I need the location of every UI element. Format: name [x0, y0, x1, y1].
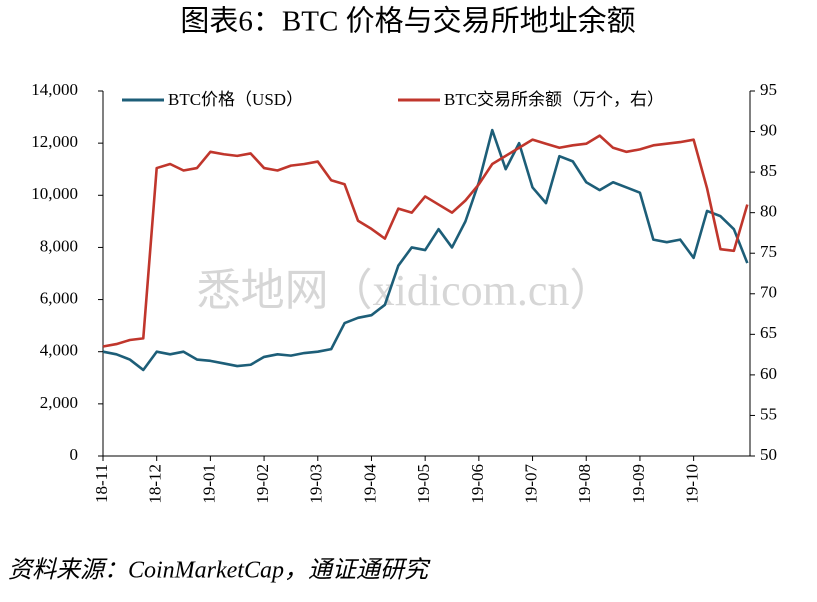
- y-tick-label: 10,000: [31, 184, 78, 203]
- x-tick-label: 19-07: [521, 464, 540, 504]
- series-line: [102, 128, 749, 372]
- y2-tick-label: 90: [760, 120, 777, 139]
- y-tick-label: 6,000: [40, 288, 78, 307]
- y-tick-label: 14,000: [31, 80, 78, 99]
- x-tick-label: 18-12: [146, 464, 165, 504]
- y2-tick-label: 50: [760, 445, 777, 464]
- y2-tick-label: 75: [760, 242, 777, 261]
- y2-tick-label: 65: [760, 323, 777, 342]
- x-tick-label: 19-10: [683, 464, 702, 504]
- y2-tick-label: 70: [760, 283, 777, 302]
- x-tick-label: 18-11: [92, 464, 111, 503]
- y2-tick-label: 80: [760, 202, 777, 221]
- chart-title: 图表6：BTC 价格与交易所地址余额: [180, 5, 635, 38]
- x-tick-label: 19-01: [199, 464, 218, 504]
- y-tick-label: 4,000: [40, 341, 78, 360]
- legend-label: BTC价格（USD）: [168, 90, 303, 109]
- x-tick-label: 19-08: [575, 464, 594, 504]
- y2-tick-label: 85: [760, 161, 777, 180]
- x-tick-label: 19-05: [414, 464, 433, 504]
- x-tick-label: 19-03: [307, 464, 326, 504]
- x-tick-label: 19-06: [468, 464, 487, 504]
- y2-tick-label: 60: [760, 364, 777, 383]
- x-tick-label: 19-02: [253, 464, 272, 504]
- y-tick-label: 12,000: [31, 132, 78, 151]
- series-line: [102, 134, 749, 348]
- watermark: 悉地网（xidicom.cn）: [197, 266, 614, 315]
- source-note: 资料来源：CoinMarketCap，通证通研究: [8, 557, 431, 584]
- y2-tick-label: 95: [760, 80, 777, 99]
- y-tick-label: 8,000: [40, 236, 78, 255]
- legend-label: BTC交易所余额（万个，右）: [444, 90, 664, 109]
- y-tick-label: 2,000: [40, 393, 78, 412]
- y2-tick-label: 55: [760, 404, 777, 423]
- x-tick-label: 19-04: [360, 464, 379, 504]
- x-tick-label: 19-09: [629, 464, 648, 504]
- y-tick-label: 0: [70, 445, 79, 464]
